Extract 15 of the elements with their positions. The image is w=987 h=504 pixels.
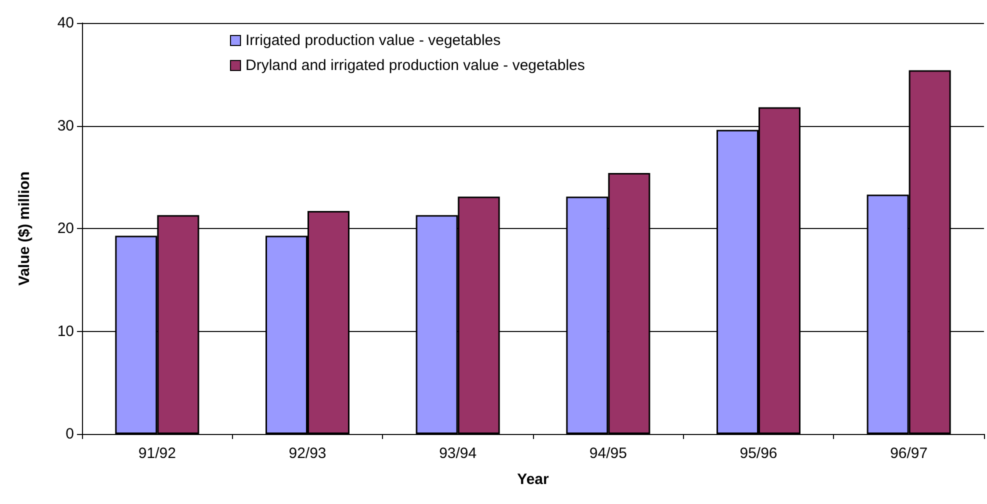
y-tick-label: 30 [57,117,74,134]
legend-label: Dryland and irrigated production value - vegetables [246,57,585,74]
x-tick-label: 92/93 [288,445,326,462]
x-tick-label: 95/96 [740,445,778,462]
y-tick-label: 20 [57,220,74,237]
x-tick-label: 91/92 [138,445,176,462]
y-tick-label: 0 [66,426,74,442]
y-axis-title: Value ($) million [16,171,33,286]
legend-label: Irrigated production value - vegetables [246,32,501,49]
x-tick-label: 96/97 [890,445,928,462]
y-tick-label: 40 [57,14,74,32]
x-tick-label: 93/94 [439,445,477,462]
x-tick-label: 94/95 [589,445,627,462]
y-tick-label: 10 [57,322,74,340]
x-axis-title: Year [517,471,550,488]
